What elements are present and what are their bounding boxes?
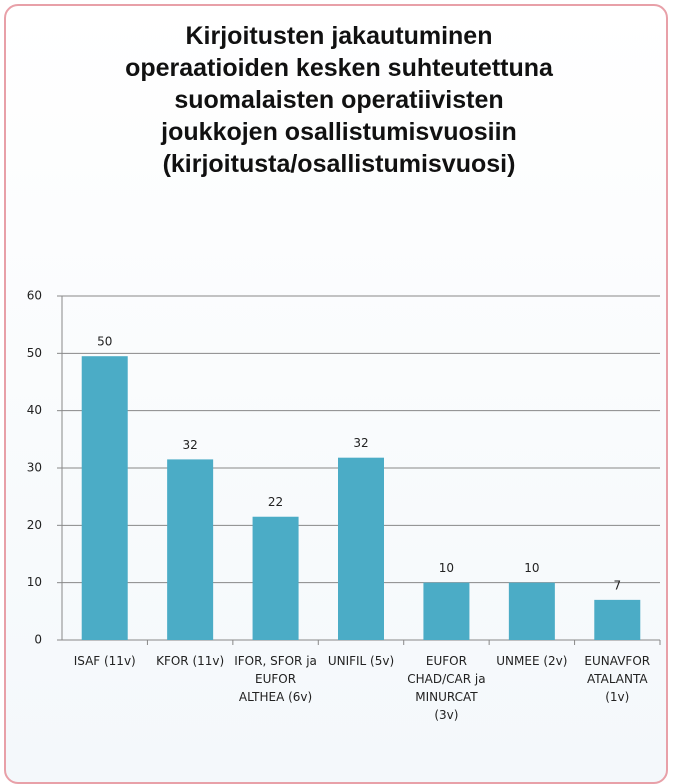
x-tick-label: EUNAVFOR ATALANTA (1v) — [584, 654, 651, 704]
title-line: suomalaisten operatiivisten — [174, 86, 504, 114]
bar — [338, 457, 384, 640]
title-line: joukkojen osallistumisvuosiin — [161, 118, 517, 146]
title-line: (kirjoitusta/osallistumisvuosi) — [162, 150, 516, 178]
x-tick-label: KFOR (11v) — [156, 654, 225, 668]
bar — [81, 356, 128, 640]
bar — [252, 516, 299, 640]
x-tick-label: EUFOR CHAD/CAR ja MINURCAT (3v) — [407, 654, 486, 722]
x-tick-label: IFOR, SFOR ja EUFOR ALTHEA (6v) — [234, 654, 317, 704]
x-tick-label: ISAF (11v) — [73, 654, 136, 668]
y-tick-label: 60 — [27, 289, 42, 303]
data-label: 32 — [183, 438, 198, 452]
title-line: Kirjoitusten jakautuminen — [185, 22, 493, 50]
x-tick-label: UNIFIL (5v) — [327, 654, 395, 668]
data-label: 10 — [439, 561, 454, 575]
bar — [167, 459, 214, 640]
y-tick-label: 30 — [27, 461, 42, 475]
data-label: 10 — [524, 561, 539, 575]
y-tick-label: 10 — [27, 575, 42, 589]
data-label: 32 — [353, 436, 368, 450]
x-tick-label: UNMEE (2v) — [496, 654, 568, 668]
title-line: operaatioiden kesken suhteutettuna — [125, 54, 553, 82]
y-tick-label: 20 — [27, 518, 42, 532]
bar — [508, 582, 555, 640]
y-tick-label: 0 — [34, 633, 42, 647]
chart-title: Kirjoitusten jakautuminen operaatioiden k… — [0, 20, 678, 180]
data-label: 50 — [97, 335, 112, 349]
y-tick-label: 40 — [27, 403, 42, 417]
data-label: 7 — [613, 578, 621, 592]
data-label: 22 — [268, 495, 283, 509]
y-tick-label: 50 — [27, 346, 42, 360]
bar — [594, 599, 641, 640]
bar — [423, 582, 470, 640]
